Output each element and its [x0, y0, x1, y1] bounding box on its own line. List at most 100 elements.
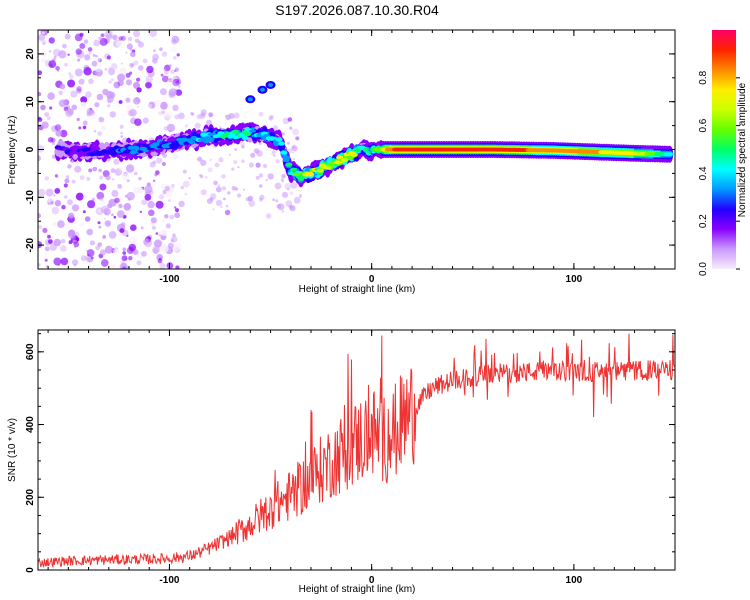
noise-speckle — [148, 30, 158, 38]
noise-speckle — [72, 259, 79, 266]
noise-speckle — [113, 215, 117, 219]
noise-speckle — [108, 231, 117, 239]
noise-speckle — [184, 192, 188, 196]
noise-speckle — [102, 235, 107, 239]
spectrogram-heatmap — [38, 30, 674, 269]
noise-speckle — [82, 120, 88, 126]
noise-speckle — [168, 129, 172, 133]
noise-speckle — [159, 47, 163, 51]
noise-speckle — [158, 233, 161, 237]
noise-speckle — [227, 191, 231, 195]
spectrogram-x-tick-label: 100 — [566, 274, 583, 285]
noise-speckle — [88, 109, 95, 116]
ridge-segment — [282, 159, 290, 163]
noise-speckle — [221, 186, 227, 191]
noise-speckle — [48, 239, 53, 245]
noise-speckle — [118, 100, 123, 104]
noise-speckle — [108, 80, 112, 84]
noise-speckle — [159, 262, 166, 269]
noise-speckle — [232, 116, 235, 119]
noise-speckle — [171, 187, 175, 191]
ridge-segment — [127, 145, 135, 150]
noise-speckle — [104, 220, 112, 227]
ridge-segment — [278, 144, 285, 151]
noise-speckle — [120, 131, 123, 135]
noise-speckle — [38, 70, 43, 75]
colorbar-tick-label: 0.4 — [698, 166, 709, 180]
noise-speckle — [259, 184, 263, 188]
noise-speckle — [80, 255, 87, 262]
noise-speckle — [242, 188, 245, 191]
noise-speckle — [139, 185, 142, 188]
noise-speckle — [76, 117, 80, 122]
noise-speckle — [164, 185, 170, 192]
ridge-segment — [188, 140, 196, 144]
noise-speckle — [272, 125, 279, 131]
noise-speckle — [266, 213, 272, 219]
noise-speckle — [121, 173, 129, 181]
noise-speckle — [44, 246, 50, 252]
noise-speckle — [295, 136, 300, 141]
spectrogram-x-tick-label: 0 — [369, 274, 375, 285]
noise-speckle — [38, 117, 43, 122]
noise-speckle — [259, 194, 265, 200]
noise-speckle — [161, 190, 164, 193]
noise-speckle — [231, 167, 235, 171]
noise-speckle — [55, 130, 62, 137]
noise-speckle — [286, 141, 290, 145]
noise-speckle — [155, 170, 160, 175]
noise-speckle — [161, 162, 166, 166]
noise-speckle — [51, 206, 60, 215]
noise-speckle — [217, 184, 221, 188]
noise-speckle — [64, 224, 70, 230]
noise-speckle — [175, 265, 180, 269]
noise-speckle — [40, 48, 45, 52]
noise-speckle — [53, 55, 57, 59]
colorbar-ticks: 0.0 0.2 0.4 0.6 0.8 — [698, 70, 740, 276]
noise-speckle — [132, 249, 139, 255]
noise-speckle — [154, 173, 158, 177]
noise-speckle — [73, 241, 80, 248]
noise-speckle — [84, 216, 91, 222]
noise-speckle — [76, 88, 82, 94]
noise-speckle — [136, 77, 141, 82]
noise-speckle — [160, 101, 168, 110]
spectrogram-y-tick-label: 20 — [25, 48, 36, 60]
noise-speckle — [153, 224, 156, 227]
noise-speckle — [83, 67, 92, 76]
noise-speckle — [118, 203, 123, 209]
noise-speckle — [204, 175, 208, 179]
noise-speckle — [280, 178, 284, 182]
noise-speckle — [38, 224, 43, 230]
noise-speckle — [142, 58, 148, 64]
noise-speckle — [145, 213, 148, 217]
noise-speckle — [224, 209, 231, 216]
noise-speckle — [125, 266, 130, 269]
ridge-segment — [278, 141, 285, 146]
noise-speckle — [200, 109, 207, 116]
noise-speckle — [70, 90, 78, 98]
spectral-blob — [247, 97, 253, 102]
noise-speckle — [248, 200, 256, 207]
noise-speckle — [117, 73, 126, 82]
noise-speckle — [86, 228, 93, 236]
noise-speckle — [299, 195, 302, 198]
noise-speckle — [212, 208, 215, 211]
noise-speckle — [68, 72, 72, 75]
ridge-segment — [146, 147, 154, 151]
noise-speckle — [114, 197, 120, 204]
snr-frame — [37, 329, 676, 571]
noise-speckle — [57, 220, 65, 229]
noise-speckle — [133, 60, 139, 66]
noise-speckle — [274, 182, 282, 190]
noise-speckle — [164, 70, 169, 75]
noise-speckle — [284, 183, 292, 190]
spectrogram-x-axis-label: Height of straight line (km) — [299, 284, 416, 295]
noise-speckle — [98, 198, 105, 206]
noise-speckle — [170, 249, 174, 253]
noise-speckle — [80, 96, 88, 104]
noise-speckle — [64, 195, 68, 199]
ridge-segment — [350, 152, 358, 158]
